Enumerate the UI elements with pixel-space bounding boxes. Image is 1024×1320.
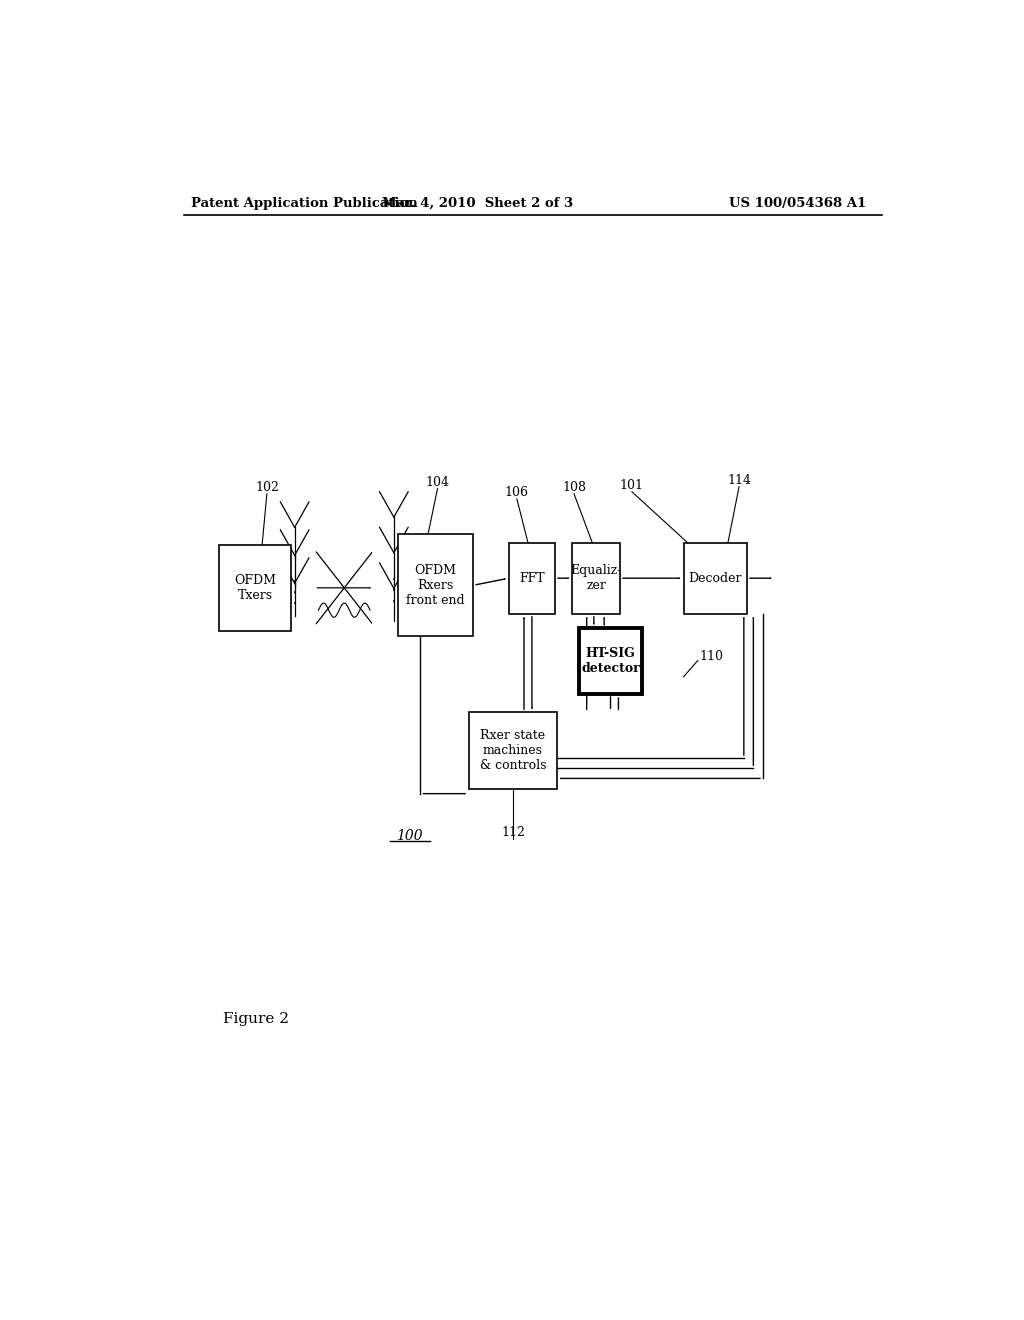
FancyBboxPatch shape bbox=[579, 628, 642, 694]
Text: 106: 106 bbox=[505, 486, 528, 499]
Text: Equaliz-
zer: Equaliz- zer bbox=[570, 564, 622, 593]
Text: •
•
•: • • • bbox=[293, 578, 297, 609]
Text: 108: 108 bbox=[562, 480, 586, 494]
Text: FFT: FFT bbox=[519, 572, 545, 585]
Text: 110: 110 bbox=[699, 649, 723, 663]
Text: 114: 114 bbox=[727, 474, 751, 487]
Text: 102: 102 bbox=[255, 480, 279, 494]
Text: 104: 104 bbox=[426, 475, 450, 488]
Text: 112: 112 bbox=[501, 826, 525, 840]
Text: 100: 100 bbox=[396, 829, 423, 843]
Text: 101: 101 bbox=[620, 479, 644, 492]
Text: •
•
•: • • • bbox=[392, 576, 396, 606]
Text: US 100/054368 A1: US 100/054368 A1 bbox=[729, 197, 866, 210]
Text: Patent Application Publication: Patent Application Publication bbox=[191, 197, 418, 210]
Text: Mar. 4, 2010  Sheet 2 of 3: Mar. 4, 2010 Sheet 2 of 3 bbox=[382, 197, 572, 210]
Text: HT-SIG
detector: HT-SIG detector bbox=[582, 647, 640, 675]
FancyBboxPatch shape bbox=[397, 535, 473, 636]
FancyBboxPatch shape bbox=[509, 543, 555, 614]
FancyBboxPatch shape bbox=[572, 543, 621, 614]
FancyBboxPatch shape bbox=[684, 543, 746, 614]
Text: Rxer state
machines
& controls: Rxer state machines & controls bbox=[479, 729, 546, 772]
Text: OFDM
Txers: OFDM Txers bbox=[233, 574, 276, 602]
Text: OFDM
Rxers
front end: OFDM Rxers front end bbox=[407, 564, 465, 607]
FancyBboxPatch shape bbox=[469, 713, 557, 788]
FancyBboxPatch shape bbox=[219, 545, 291, 631]
Text: Decoder: Decoder bbox=[688, 572, 742, 585]
Text: Figure 2: Figure 2 bbox=[223, 1012, 289, 1026]
